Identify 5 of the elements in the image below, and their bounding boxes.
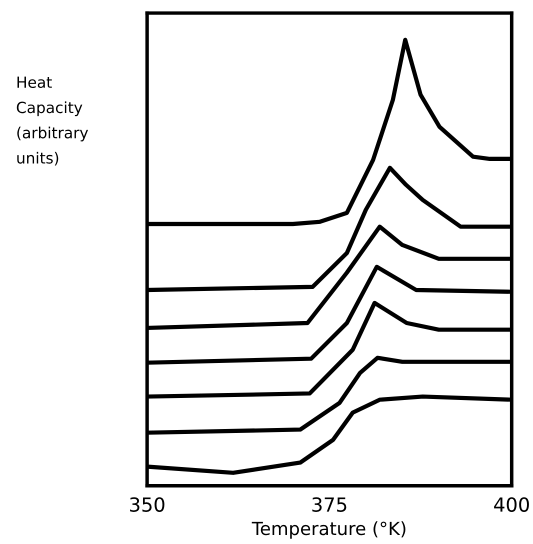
- x-axis-title: Temperature (°K): [252, 521, 406, 539]
- x-tick-label: 375: [312, 497, 346, 512]
- x-tick-label: 350: [130, 497, 164, 512]
- x-tick-label: 400: [494, 497, 529, 512]
- y-axis-title: Heat Capacity (arbitrary units): [16, 76, 88, 166]
